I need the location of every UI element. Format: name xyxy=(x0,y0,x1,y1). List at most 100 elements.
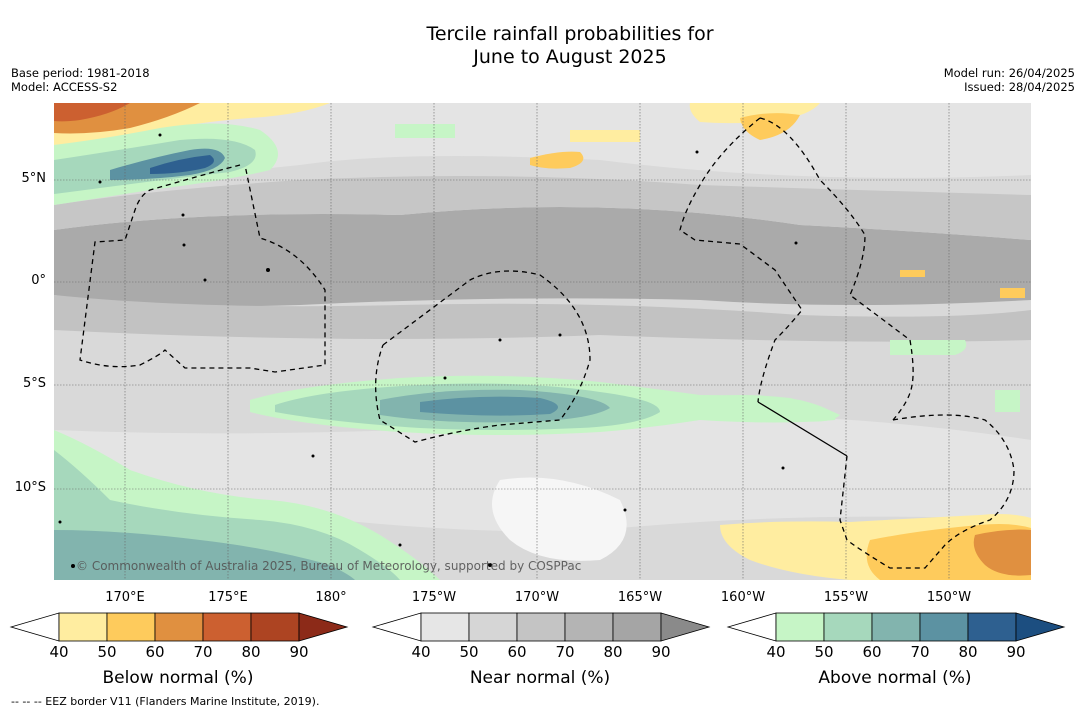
lon-label-150w: 150°W xyxy=(926,590,972,605)
issued-date: Issued: 28/04/2025 xyxy=(964,80,1075,94)
copyright-credit: © Commonwealth of Australia 2025, Bureau… xyxy=(76,559,582,573)
colorbar-tick-label: 50 xyxy=(97,643,117,661)
colorbar-tick-label: 50 xyxy=(814,643,834,661)
below-normal-patch-b xyxy=(570,130,640,142)
near-normal-mid-band xyxy=(54,295,1031,342)
eez-kiribati-line xyxy=(759,117,914,421)
island-speck xyxy=(781,466,785,470)
lat-label-0: 0° xyxy=(31,273,46,288)
colorbar-segment xyxy=(202,612,252,642)
eez-footnote: -- -- -- EEZ border V11 (Flanders Marine… xyxy=(11,695,320,708)
below-normal-patch-a xyxy=(530,151,584,169)
colorbar-tick-label: 90 xyxy=(651,643,671,661)
base-period: Base period: 1981-2018 xyxy=(11,66,150,80)
colorbar-segment xyxy=(612,612,662,642)
colorbar-above-normal xyxy=(726,612,1066,642)
island-speck xyxy=(181,213,185,217)
colorbar-tick-label: 90 xyxy=(289,643,309,661)
island-speck xyxy=(203,278,207,282)
colorbar-segment xyxy=(775,612,825,642)
map-field xyxy=(54,103,1031,580)
colorbar-tick-label: 40 xyxy=(766,643,786,661)
lat-label-5s: 5°S xyxy=(22,376,46,391)
island-speck xyxy=(623,508,627,512)
lon-label-165w: 165°W xyxy=(617,590,663,605)
colorbar-segment xyxy=(420,612,470,642)
model-run-date: Model run: 26/04/2025 xyxy=(943,66,1075,80)
near-normal-white-patch xyxy=(492,477,627,561)
below-normal-northwest-inner xyxy=(54,103,130,122)
eez-kiribati-phoenix xyxy=(375,270,591,443)
colorbar-below-segments xyxy=(58,612,349,642)
colorbar-segment xyxy=(58,612,108,642)
island-speck xyxy=(158,133,162,137)
colorbar-tick-label: 70 xyxy=(555,643,575,661)
colorbar-tick-label: 80 xyxy=(603,643,623,661)
island-speck xyxy=(695,150,699,154)
above-normal-northwest-peak xyxy=(150,155,214,174)
colorbar-segment xyxy=(516,612,566,642)
colorbar-title-above: Above normal (%) xyxy=(818,668,972,688)
colorbar-below-min-arrow xyxy=(9,612,60,642)
map-title-line1: Tercile rainfall probabilities for xyxy=(426,23,714,45)
colorbar-segment xyxy=(919,612,969,642)
island-speck xyxy=(794,241,798,245)
island-speck xyxy=(266,268,270,272)
colorbar-below-normal xyxy=(9,612,349,642)
colorbar-title-near: Near normal (%) xyxy=(469,668,611,688)
islands xyxy=(58,133,798,568)
colorbar-near-min-arrow xyxy=(371,612,422,642)
above-normal-east-band xyxy=(690,395,840,422)
lon-label-155w: 155°W xyxy=(823,590,869,605)
colorbar-segment xyxy=(250,612,300,642)
lon-label-175w: 175°W xyxy=(411,590,457,605)
above-normal-patch-a xyxy=(395,124,455,138)
island-speck xyxy=(71,564,75,568)
colorbar-tick-label: 70 xyxy=(910,643,930,661)
lon-label-160w: 160°W xyxy=(720,590,766,605)
graticule xyxy=(54,103,1031,580)
meta-right: Model run: 26/04/2025 Issued: 28/04/2025 xyxy=(944,66,1075,94)
colorbar-above-segments xyxy=(775,612,1066,642)
lon-label-170w: 170°W xyxy=(514,590,560,605)
colorbar-near-normal xyxy=(371,612,711,642)
below-normal-patch-e xyxy=(900,270,925,277)
model-name: Model: ACCESS-S2 xyxy=(11,80,118,94)
above-normal-southwest-core xyxy=(54,530,355,580)
eez-borders xyxy=(79,117,1015,569)
colorbar-title-below: Below normal (%) xyxy=(102,668,254,688)
island-speck xyxy=(98,180,102,184)
colorbar-tick-label: 60 xyxy=(862,643,882,661)
near-normal-light-south xyxy=(54,415,1031,532)
colorbar-tick-label: 80 xyxy=(241,643,261,661)
below-normal-patch-d xyxy=(740,113,800,140)
island-speck xyxy=(398,543,402,547)
island-speck xyxy=(558,333,562,337)
colorbar-tick-label: 60 xyxy=(507,643,527,661)
lon-label-180: 180° xyxy=(315,590,347,605)
above-normal-patch-b xyxy=(890,340,967,355)
map-title-line2: June to August 2025 xyxy=(473,46,667,68)
colorbar-above-min-arrow xyxy=(726,612,777,642)
colorbar-segment xyxy=(106,612,156,642)
colorbar-segment xyxy=(154,612,204,642)
above-normal-patch-c xyxy=(995,390,1020,412)
colorbar-max-arrow xyxy=(1015,612,1066,642)
lon-label-170e: 170°E xyxy=(105,590,145,605)
below-normal-southeast-core xyxy=(973,529,1031,576)
colorbar-tick-label: 80 xyxy=(958,643,978,661)
island-speck xyxy=(488,563,492,567)
near-normal-dark-band xyxy=(54,207,1031,307)
colorbar-segment xyxy=(468,612,518,642)
island-speck xyxy=(498,338,502,342)
island-speck xyxy=(58,520,62,524)
lat-label-10s: 10°S xyxy=(14,480,46,495)
meta-left: Base period: 1981-2018 Model: ACCESS-S2 xyxy=(11,66,150,94)
lat-label-5n: 5°N xyxy=(21,171,47,186)
colorbar-tick-label: 40 xyxy=(411,643,431,661)
colorbar-max-arrow xyxy=(660,612,711,642)
island-speck xyxy=(443,376,447,380)
colorbar-segment xyxy=(823,612,873,642)
colorbar-tick-label: 60 xyxy=(145,643,165,661)
